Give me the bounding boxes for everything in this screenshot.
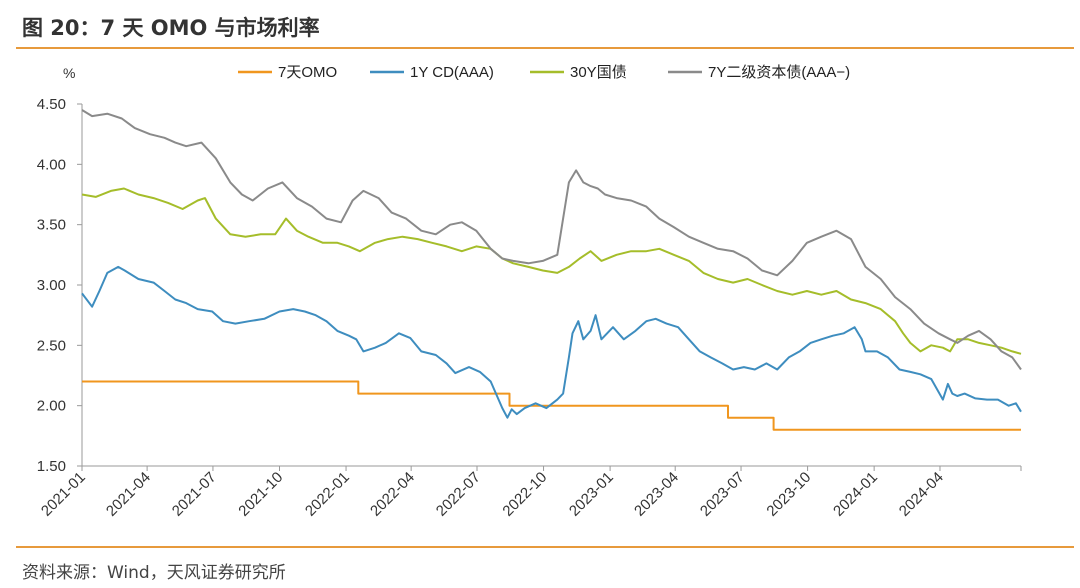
x-tick-label: 2022-07 <box>433 469 484 520</box>
source-divider <box>16 546 1074 548</box>
y-axis: 4.50 4.00 3.50 3.00 2.50 2.00 1.50 <box>37 96 83 475</box>
y-tick-label: 4.00 <box>37 156 66 173</box>
y-tick-label: 1.50 <box>37 458 66 475</box>
x-tick-label: 2022-10 <box>499 469 550 520</box>
x-tick-label: 2023-01 <box>566 469 617 520</box>
line-chart: 7天OMO 1Y CD(AAA) 30Y国债 7Y二级资本债(AAA−) % 4.50… <box>37 64 1022 520</box>
series-line-1 <box>81 265 1022 419</box>
x-tick-label: 2023-10 <box>763 469 814 520</box>
page-title: 图 20：7 天 OMO 与市场利率 <box>22 16 320 40</box>
y-axis-unit: % <box>63 65 75 81</box>
series-line-3 <box>81 109 1022 371</box>
x-axis: 2021-01 2021-04 2021-07 2021-10 2022-01 2022-… <box>38 465 1022 520</box>
legend-label: 7Y二级资本债(AAA−) <box>708 64 850 81</box>
x-tick-label: 2021-10 <box>235 469 286 520</box>
y-tick-label: 3.50 <box>37 217 66 234</box>
x-tick-label: 2024-01 <box>830 469 881 520</box>
x-tick-label: 2023-07 <box>697 469 748 520</box>
title-divider <box>16 47 1074 49</box>
series-line-2 <box>81 187 1022 355</box>
x-tick-label: 2021-07 <box>169 469 220 520</box>
y-tick-label: 3.00 <box>37 277 66 294</box>
x-tick-label: 2021-01 <box>38 469 89 520</box>
x-tick-label: 2023-04 <box>631 469 682 520</box>
x-tick-label: 2022-01 <box>302 469 353 520</box>
x-tick-label: 2024-04 <box>896 469 947 520</box>
chart-legend: 7天OMO 1Y CD(AAA) 30Y国债 7Y二级资本债(AAA−) <box>238 64 850 81</box>
y-tick-label: 2.50 <box>37 337 66 354</box>
source-note: 资料来源：Wind，天风证券研究所 <box>22 563 286 583</box>
legend-label: 1Y CD(AAA) <box>410 64 494 81</box>
x-tick-label: 2022-04 <box>367 469 418 520</box>
series-line-0 <box>82 380 1021 431</box>
legend-label: 30Y国债 <box>570 64 627 81</box>
legend-label: 7天OMO <box>278 64 337 81</box>
y-tick-label: 2.00 <box>37 398 66 415</box>
x-tick-label: 2021-04 <box>103 469 154 520</box>
chart-series <box>81 109 1022 431</box>
y-tick-label: 4.50 <box>37 96 66 113</box>
